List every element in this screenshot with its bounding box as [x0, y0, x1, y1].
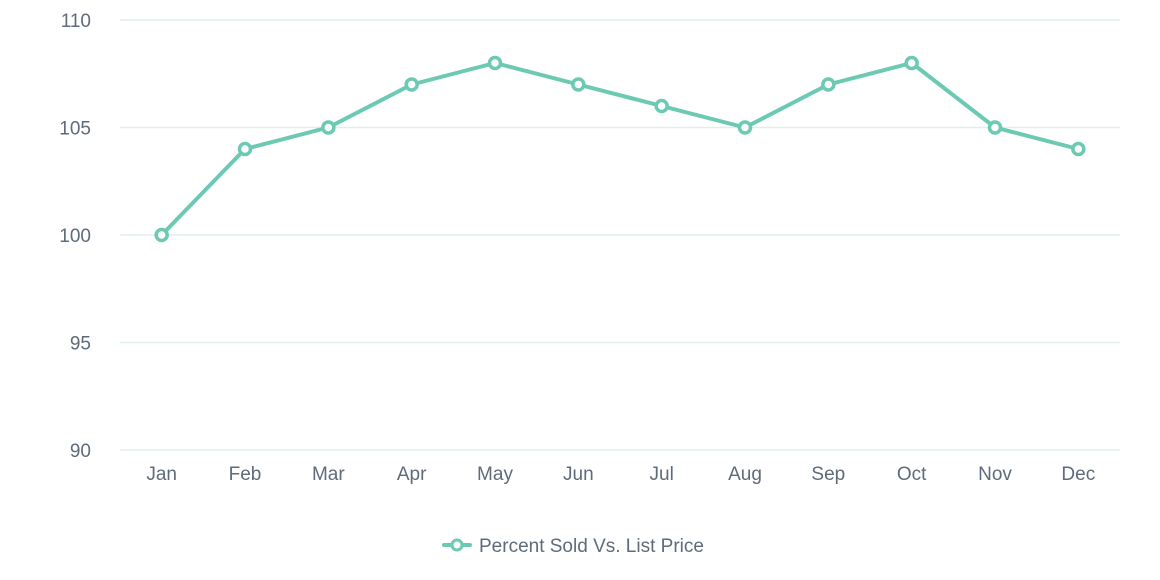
data-point[interactable]: [237, 141, 253, 157]
x-tick-label: Aug: [728, 464, 762, 485]
x-axis: Jan Feb Mar Apr May Jun Jul Aug Sep Oct Nov Dec: [146, 464, 1095, 485]
x-tick-label: Oct: [897, 464, 927, 485]
x-tick-label: Nov: [978, 464, 1012, 485]
y-tick-label: 100: [59, 226, 91, 247]
x-tick-label: Jul: [650, 464, 674, 485]
data-point[interactable]: [1071, 141, 1086, 157]
data-point[interactable]: [654, 98, 669, 114]
grid-layer: [120, 19, 1120, 451]
x-tick-label: Jun: [563, 464, 594, 485]
data-point[interactable]: [737, 120, 753, 135]
y-tick-label: 110: [61, 11, 91, 32]
x-tick-label: Sep: [811, 464, 845, 485]
y-axis: 90 95 100 105 110: [59, 11, 91, 462]
data-point[interactable]: [404, 77, 419, 92]
x-tick-label: Dec: [1061, 464, 1095, 485]
y-tick-label: 105: [59, 119, 91, 140]
series-line: [159, 61, 1081, 237]
data-point[interactable]: [904, 55, 919, 71]
x-tick-label: Feb: [229, 464, 262, 485]
data-point[interactable]: [571, 77, 586, 92]
series-layer: [154, 55, 1086, 243]
data-point[interactable]: [487, 55, 503, 71]
legend[interactable]: Percent Sold Vs. List Price: [442, 536, 704, 557]
x-tick-label: Apr: [397, 464, 427, 485]
data-point[interactable]: [821, 77, 836, 92]
x-tick-label: Mar: [312, 464, 345, 485]
data-point[interactable]: [154, 227, 169, 243]
x-tick-label: Jan: [146, 464, 177, 485]
x-tick-label: May: [477, 464, 513, 485]
legend-label: Percent Sold Vs. List Price: [479, 536, 704, 557]
data-point[interactable]: [987, 120, 1003, 135]
data-point[interactable]: [321, 120, 336, 135]
y-tick-label: 90: [70, 441, 91, 462]
legend-marker-swatch: [450, 538, 464, 552]
y-tick-label: 95: [70, 334, 91, 355]
